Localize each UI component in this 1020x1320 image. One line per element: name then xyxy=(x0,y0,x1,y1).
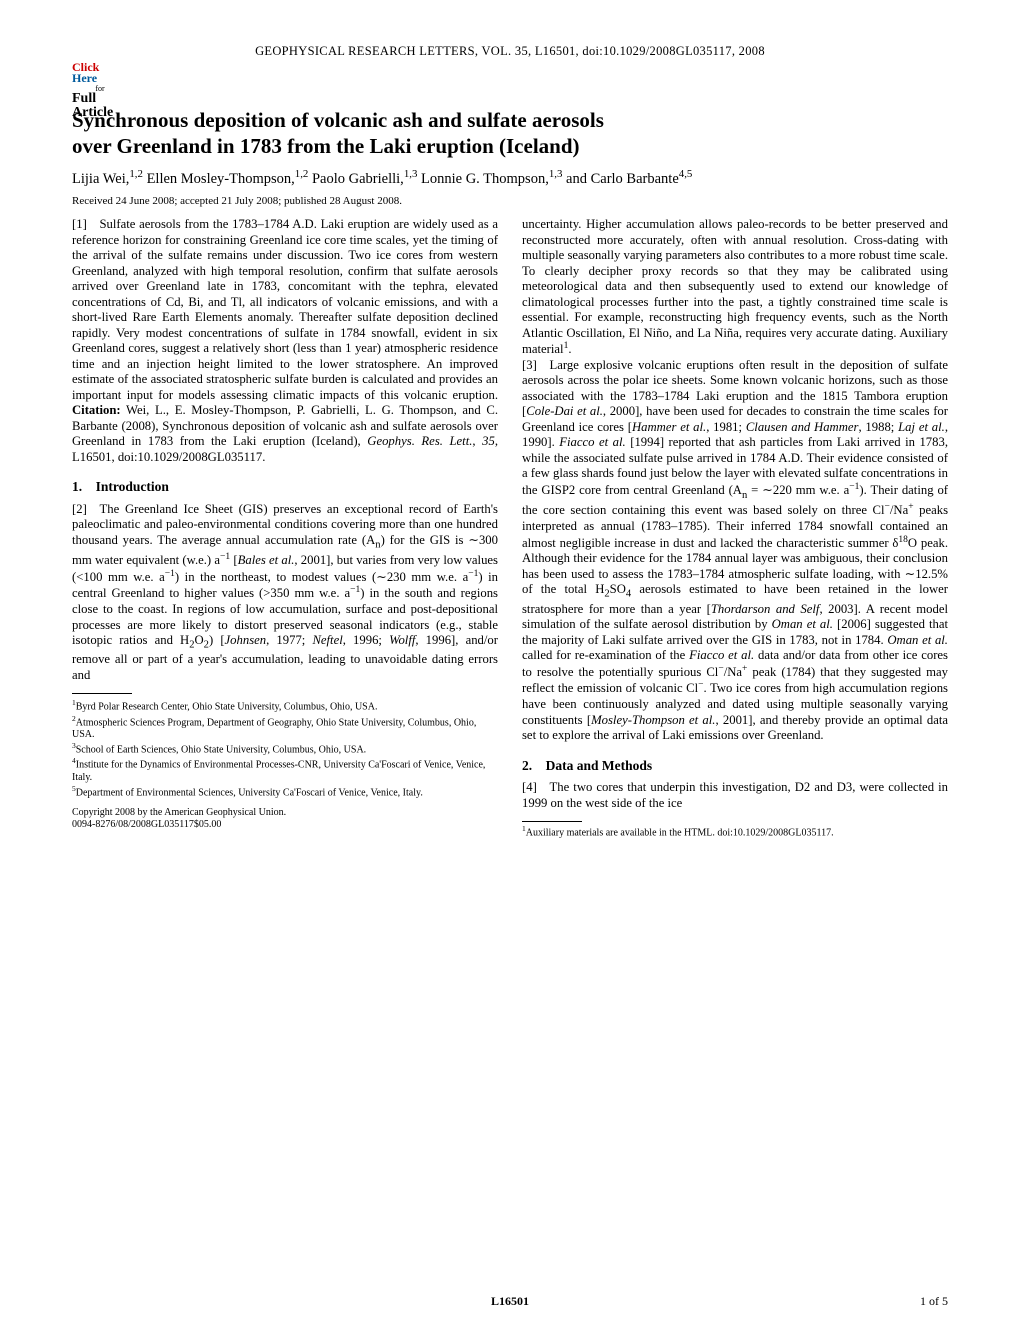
affiliation-5: 5Department of Environmental Sciences, U… xyxy=(72,784,498,799)
citation-text: Wei, L., E. Mosley-Thompson, P. Gabriell… xyxy=(72,403,498,463)
badge-full: Full xyxy=(72,92,128,105)
title-line-1: Synchronous deposition of volcanic ash a… xyxy=(72,108,604,132)
abstract-paragraph: [1] Sulfate aerosols from the 1783–1784 … xyxy=(72,217,498,465)
section-2-heading: 2. Data and Methods xyxy=(522,758,948,774)
col2-continuation: uncertainty. Higher accumulation allows … xyxy=(522,217,948,358)
copyright-line-2: 0094-8276/08/2008GL035117$05.00 xyxy=(72,819,221,830)
citation-label: Citation: xyxy=(72,403,121,417)
affiliation-3: 3School of Earth Sciences, Ohio State Un… xyxy=(72,741,498,756)
aux-rule xyxy=(522,821,582,822)
auxiliary-note: 1Auxiliary materials are available in th… xyxy=(522,824,948,839)
affiliation-1: 1Byrd Polar Research Center, Ohio State … xyxy=(72,698,498,713)
body-columns: [1] Sulfate aerosols from the 1783–1784 … xyxy=(72,217,948,839)
running-head: GEOPHYSICAL RESEARCH LETTERS, VOL. 35, L… xyxy=(72,44,948,59)
auxiliary-note-block: 1Auxiliary materials are available in th… xyxy=(522,821,948,839)
paragraph-4: [4] The two cores that underpin this inv… xyxy=(522,780,948,811)
full-article-badge[interactable]: Click Here for Full Article xyxy=(72,62,128,119)
affil-rule xyxy=(72,693,132,694)
copyright: Copyright 2008 by the American Geophysic… xyxy=(72,807,498,831)
section-1-heading: 1. Introduction xyxy=(72,479,498,495)
paragraph-2: [2] The Greenland Ice Sheet (GIS) preser… xyxy=(72,502,498,684)
copyright-line-1: Copyright 2008 by the American Geophysic… xyxy=(72,807,286,818)
footer-article-id: L16501 xyxy=(72,1294,948,1309)
abstract-text: [1] Sulfate aerosols from the 1783–1784 … xyxy=(72,217,498,401)
title-line-2: over Greenland in 1783 from the Laki eru… xyxy=(72,134,580,158)
affiliation-2: 2Atmospheric Sciences Program, Departmen… xyxy=(72,714,498,741)
affiliation-4: 4Institute for the Dynamics of Environme… xyxy=(72,756,498,783)
badge-article: Article xyxy=(72,106,128,119)
page: GEOPHYSICAL RESEARCH LETTERS, VOL. 35, L… xyxy=(0,0,1020,1320)
authors: Lijia Wei,1,2 Ellen Mosley-Thompson,1,2 … xyxy=(72,168,948,188)
paragraph-3: [3] Large explosive volcanic eruptions o… xyxy=(522,358,948,744)
footer-page-number: 1 of 5 xyxy=(920,1294,948,1309)
affiliations-block: 1Byrd Polar Research Center, Ohio State … xyxy=(72,693,498,831)
received-line: Received 24 June 2008; accepted 21 July … xyxy=(72,195,948,207)
article-title: Synchronous deposition of volcanic ash a… xyxy=(72,107,948,160)
